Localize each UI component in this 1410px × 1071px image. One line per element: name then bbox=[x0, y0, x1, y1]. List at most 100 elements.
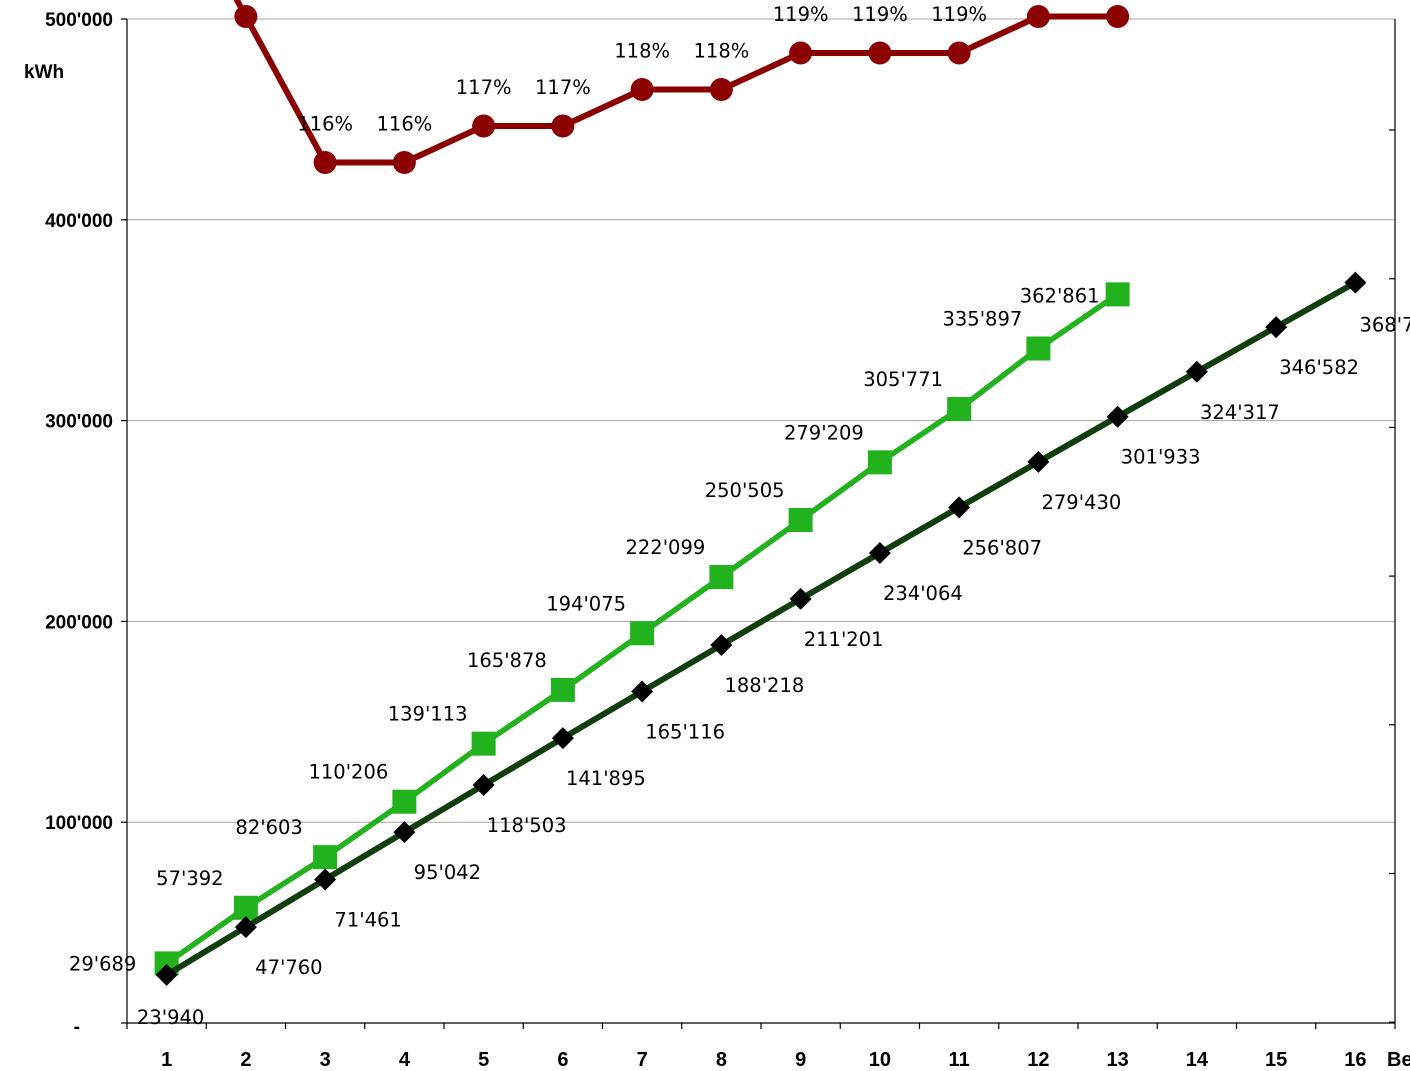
data-label-dark: 141'895 bbox=[566, 767, 646, 790]
data-label-dark: 368'726 bbox=[1359, 314, 1410, 337]
axes bbox=[121, 18, 1396, 1029]
x-tick-label: 4 bbox=[399, 1049, 411, 1071]
data-label-dark: 211'201 bbox=[804, 628, 884, 651]
data-label-green: 29'689 bbox=[69, 952, 136, 975]
x-tick-label: 2 bbox=[240, 1049, 251, 1071]
data-point-dark bbox=[948, 496, 971, 519]
data-point-dark bbox=[1027, 450, 1050, 473]
x-tick-label: 11 bbox=[949, 1049, 970, 1071]
data-point-green bbox=[471, 731, 496, 756]
x-tick-label: 15 bbox=[1265, 1049, 1287, 1071]
data-point-green bbox=[233, 895, 258, 920]
data-label-dark: 256'807 bbox=[962, 536, 1042, 559]
y-tick-label: 500'000 bbox=[45, 10, 113, 31]
x-tick-label: 7 bbox=[637, 1049, 648, 1071]
data-point-ratio bbox=[868, 41, 892, 65]
x-tick-label: 8 bbox=[716, 1049, 727, 1071]
data-point-dark bbox=[631, 680, 654, 703]
data-label-dark: 71'461 bbox=[334, 909, 401, 932]
data-label-green: 110'206 bbox=[308, 761, 388, 784]
data-label-ratio: 119% bbox=[773, 3, 829, 26]
data-point-ratio bbox=[709, 78, 733, 101]
data-point-dark bbox=[472, 774, 495, 797]
data-point-ratio bbox=[551, 114, 575, 138]
data-point-ratio bbox=[1106, 5, 1130, 28]
y-tick-label: 400'000 bbox=[45, 211, 113, 232]
y-tick-label: 300'000 bbox=[45, 412, 113, 433]
data-point-dark bbox=[314, 868, 337, 891]
data-label-dark: 47'760 bbox=[255, 956, 322, 979]
x-tick-label: 16 bbox=[1344, 1049, 1366, 1071]
data-point-dark bbox=[789, 587, 812, 610]
data-point-green bbox=[392, 789, 417, 814]
data-label-ratio: 117% bbox=[535, 76, 591, 99]
data-label-ratio: 118% bbox=[614, 40, 670, 63]
x-tick-label: 14 bbox=[1186, 1049, 1209, 1071]
x-tick-label: 13 bbox=[1107, 1049, 1129, 1071]
data-point-dark bbox=[1106, 405, 1129, 428]
data-point-dark bbox=[1265, 316, 1288, 339]
data-label-green: 82'603 bbox=[235, 816, 302, 839]
data-point-green bbox=[867, 450, 892, 475]
data-point-green bbox=[788, 507, 813, 532]
data-label-dark: 188'218 bbox=[724, 674, 804, 697]
data-label-green: 250'505 bbox=[705, 479, 785, 502]
y-tick-label: 200'000 bbox=[45, 612, 113, 633]
data-label-green: 362'861 bbox=[1020, 284, 1100, 307]
data-label-dark: 324'317 bbox=[1200, 401, 1280, 424]
y-tick-label: 100'000 bbox=[45, 813, 113, 834]
data-label-green: 165'878 bbox=[467, 649, 547, 672]
data-label-dark: 346'582 bbox=[1279, 356, 1359, 379]
data-label-dark: 23'940 bbox=[137, 1006, 204, 1029]
data-label-dark: 301'933 bbox=[1121, 446, 1201, 469]
data-point-green bbox=[947, 397, 972, 422]
data-point-dark bbox=[868, 541, 891, 564]
data-point-green bbox=[1026, 336, 1051, 361]
data-point-dark bbox=[1344, 271, 1367, 294]
data-label-green: 194'075 bbox=[546, 592, 626, 615]
x-tick-label: 12 bbox=[1027, 1049, 1049, 1071]
data-point-green bbox=[630, 621, 655, 646]
x-tick-label: 9 bbox=[795, 1049, 806, 1071]
data-label-dark: 234'064 bbox=[883, 582, 963, 605]
data-point-dark bbox=[234, 916, 257, 939]
data-label-green: 335'897 bbox=[942, 308, 1022, 331]
data-label-dark: 279'430 bbox=[1041, 491, 1121, 514]
data-point-dark bbox=[393, 821, 416, 844]
x-tick-label: 6 bbox=[557, 1049, 568, 1071]
y-axis-tick-labels: - 100'000 200'000 300'000 400'000 500'000 bbox=[45, 10, 113, 1038]
data-labels: 29'689 57'392 82'603 110'206 139'113 165'878 1… bbox=[69, 3, 1410, 1029]
data-point-green bbox=[1105, 282, 1130, 307]
data-point-ratio bbox=[234, 5, 258, 28]
data-point-ratio bbox=[630, 78, 654, 101]
x-tick-label: 5 bbox=[478, 1049, 489, 1071]
data-point-dark bbox=[710, 634, 733, 657]
data-point-ratio bbox=[472, 114, 496, 138]
data-point-green bbox=[550, 677, 575, 702]
data-point-ratio bbox=[313, 151, 337, 174]
x-tick-label: 10 bbox=[869, 1049, 891, 1071]
data-label-ratio: 116% bbox=[377, 113, 433, 136]
data-point-dark bbox=[1185, 360, 1208, 383]
data-label-ratio: 116% bbox=[297, 113, 353, 136]
y-axis-unit-label: kWh bbox=[24, 62, 64, 83]
data-label-ratio: 119% bbox=[931, 3, 987, 26]
data-point-ratio bbox=[392, 151, 416, 174]
data-point-ratio bbox=[789, 41, 813, 65]
data-label-dark: 118'503 bbox=[487, 814, 567, 837]
data-label-ratio: 119% bbox=[852, 3, 908, 26]
data-point-green bbox=[313, 845, 338, 870]
series-line-dark bbox=[163, 279, 1359, 978]
data-point-ratio bbox=[1026, 5, 1050, 28]
x-axis-tick-labels: 1 2 3 4 5 6 7 8 9 10 11 12 13 14 15 16 bbox=[161, 1049, 1366, 1071]
data-label-dark: 165'116 bbox=[645, 720, 725, 743]
data-point-ratio bbox=[947, 41, 971, 65]
series bbox=[154, 0, 1367, 986]
data-point-dark bbox=[155, 963, 178, 986]
data-label-green: 305'771 bbox=[863, 368, 943, 391]
data-label-green: 222'099 bbox=[625, 536, 705, 559]
x-axis-end-label: Be bbox=[1387, 1049, 1410, 1071]
x-tick-label: 1 bbox=[161, 1049, 172, 1071]
data-label-dark: 95'042 bbox=[414, 861, 481, 884]
